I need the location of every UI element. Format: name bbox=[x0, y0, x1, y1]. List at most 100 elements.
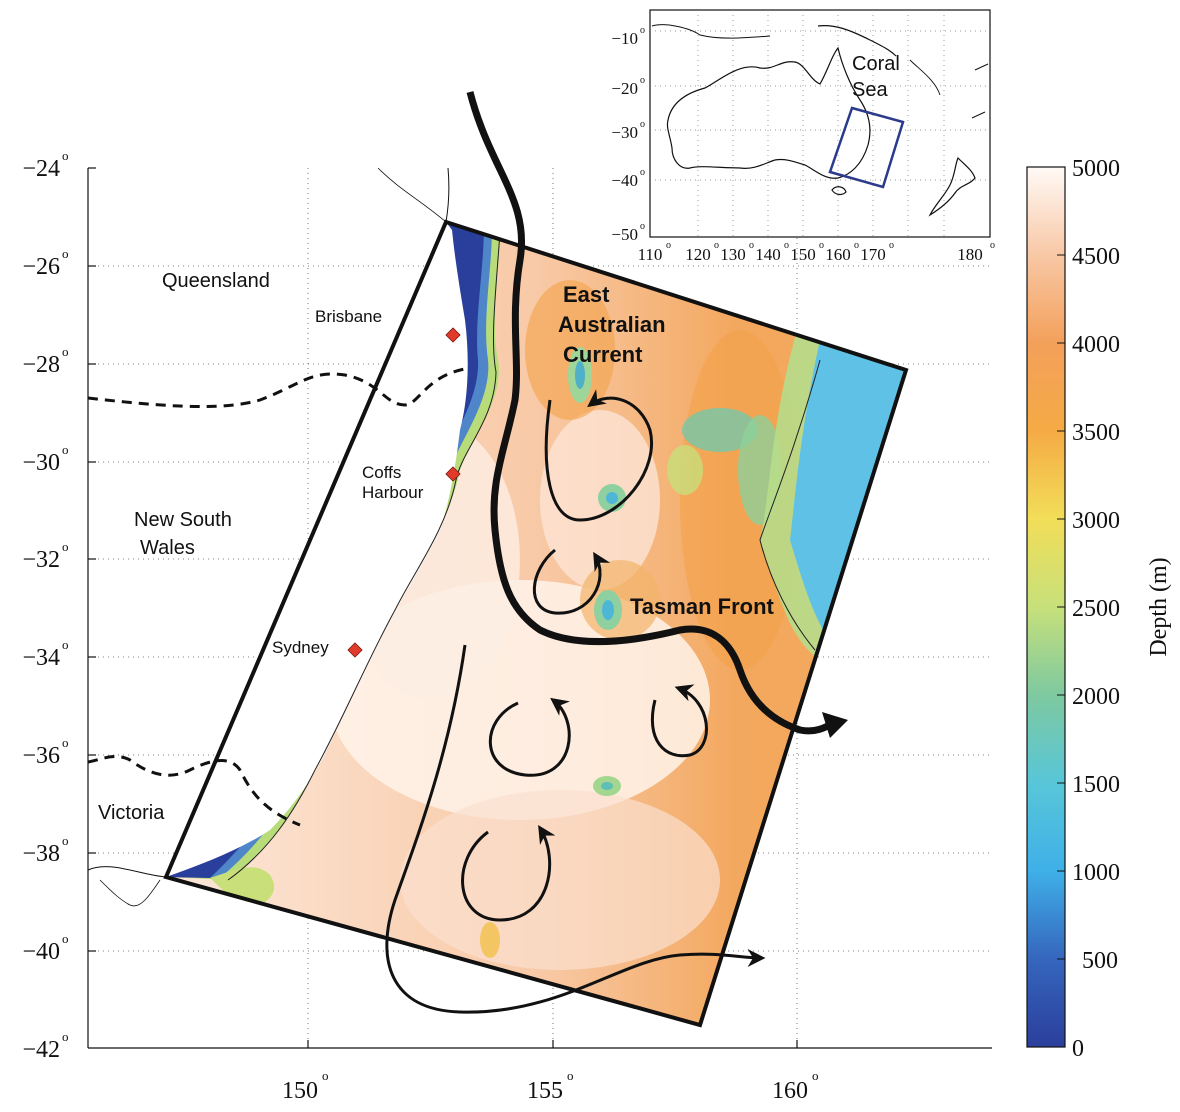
degree-mark: o bbox=[322, 1068, 329, 1083]
x-tick: 155 bbox=[527, 1078, 563, 1104]
degree-mark: o bbox=[62, 833, 69, 848]
degree-mark: o bbox=[62, 637, 69, 652]
y-tick: −42 bbox=[22, 1037, 60, 1063]
x-tick: 150 bbox=[282, 1078, 318, 1104]
inset-x-tick: 170 bbox=[860, 245, 886, 264]
colorbar-tick: 500 bbox=[1082, 948, 1118, 974]
inset-frame bbox=[649, 9, 991, 238]
label-sea: Sea bbox=[852, 79, 888, 101]
label-eac-2: Australian bbox=[558, 312, 666, 337]
label-eac-3: Current bbox=[563, 342, 643, 367]
tasmania-outline bbox=[831, 186, 847, 196]
inset-y-tick: −30 bbox=[611, 123, 638, 142]
inset-map: Coral Sea −10 −20 −30 −40 −50 o o o o o … bbox=[611, 9, 995, 264]
label-queensland: Queensland bbox=[162, 270, 270, 292]
degree-mark: o bbox=[889, 240, 894, 251]
label-eac-1: East bbox=[563, 282, 610, 307]
eac-arrowhead bbox=[822, 712, 848, 738]
degree-mark: o bbox=[567, 1068, 574, 1083]
colorbar-label: Depth (m) bbox=[1146, 557, 1172, 656]
inset-x-tick: 130 bbox=[720, 245, 746, 264]
colorbar-tick: 3000 bbox=[1072, 508, 1120, 534]
degree-mark: o bbox=[62, 539, 69, 554]
colorbar-tick: 1500 bbox=[1072, 772, 1120, 798]
colorbar-tick: 4500 bbox=[1072, 244, 1120, 270]
y-tick: −28 bbox=[22, 352, 60, 378]
bathymetry-field bbox=[166, 222, 906, 1025]
degree-mark: o bbox=[640, 167, 645, 178]
degree-mark: o bbox=[749, 240, 754, 251]
inset-x-tick: 140 bbox=[755, 245, 781, 264]
colorbar-ticks: 5000 4500 4000 3500 3000 2500 2000 1500 … bbox=[1072, 156, 1120, 1062]
y-axis-degree-marks: o o o o o o o o o o bbox=[62, 148, 69, 1044]
label-harbour: Harbour bbox=[362, 483, 424, 502]
y-tick: −34 bbox=[22, 645, 60, 671]
inset-x-degree: o o o o o o o o bbox=[666, 240, 995, 251]
label-nsw-1: New South bbox=[134, 509, 232, 531]
inset-y-tick: −50 bbox=[611, 225, 638, 244]
main-map: −24 −26 −28 −30 −32 −34 −36 −38 −40 −42 … bbox=[22, 91, 992, 1104]
inset-y-degree: o o o o o bbox=[640, 25, 645, 232]
colorbar-tick: 0 bbox=[1072, 1036, 1084, 1062]
colorbar-tick: 2500 bbox=[1072, 596, 1120, 622]
qld-nsw-border bbox=[87, 366, 471, 408]
degree-mark: o bbox=[990, 240, 995, 251]
australia-outline bbox=[666, 46, 871, 179]
degree-mark: o bbox=[62, 931, 69, 946]
brisbane-marker bbox=[445, 327, 461, 343]
nsw-vic-border bbox=[87, 755, 301, 827]
colorbar-tick: 3500 bbox=[1072, 420, 1120, 446]
label-coffs: Coffs bbox=[362, 463, 401, 482]
degree-mark: o bbox=[819, 240, 824, 251]
colorbar-tick: 4000 bbox=[1072, 332, 1120, 358]
degree-mark: o bbox=[62, 442, 69, 457]
y-tick: −26 bbox=[22, 254, 60, 280]
degree-mark: o bbox=[812, 1068, 819, 1083]
y-tick: −30 bbox=[22, 450, 60, 476]
model-domain-outline bbox=[163, 219, 909, 1028]
new-zealand-outline bbox=[928, 156, 976, 217]
colorbar-tick: 2000 bbox=[1072, 684, 1120, 710]
y-tick: −38 bbox=[22, 841, 60, 867]
y-tick: −40 bbox=[22, 939, 60, 965]
inset-y-tick: −10 bbox=[611, 29, 638, 48]
coffs-marker bbox=[445, 466, 461, 482]
label-brisbane: Brisbane bbox=[315, 307, 382, 326]
eac-path bbox=[466, 91, 837, 735]
eddy-circulation bbox=[385, 389, 766, 1014]
inset-x-tick: 180 bbox=[957, 245, 983, 264]
colorbar-tick: 1000 bbox=[1072, 860, 1120, 886]
degree-mark: o bbox=[854, 240, 859, 251]
place-labels: Queensland Brisbane Coffs Harbour New So… bbox=[98, 270, 424, 824]
colorbar: 5000 4500 4000 3500 3000 2500 2000 1500 … bbox=[1026, 156, 1172, 1062]
degree-mark: o bbox=[62, 344, 69, 359]
y-tick: −36 bbox=[22, 743, 60, 769]
inset-y-tick: −40 bbox=[611, 171, 638, 190]
degree-mark: o bbox=[640, 221, 645, 232]
inset-domain-box bbox=[828, 106, 905, 189]
x-axis-ticks: 150 155 160 bbox=[282, 1078, 808, 1104]
degree-mark: o bbox=[666, 240, 671, 251]
degree-mark: o bbox=[62, 246, 69, 261]
y-tick: −32 bbox=[22, 547, 60, 573]
sydney-marker bbox=[347, 642, 363, 658]
x-tick: 160 bbox=[772, 1078, 808, 1104]
label-sydney: Sydney bbox=[272, 638, 329, 657]
inset-x-tick: 160 bbox=[825, 245, 851, 264]
inset-y-tick: −20 bbox=[611, 79, 638, 98]
degree-mark: o bbox=[714, 240, 719, 251]
label-victoria: Victoria bbox=[98, 802, 165, 824]
inset-x-tick: 120 bbox=[685, 245, 711, 264]
inset-y-ticks: −10 −20 −30 −40 −50 bbox=[611, 29, 638, 244]
colorbar-tick: 5000 bbox=[1072, 156, 1120, 182]
y-tick: −24 bbox=[22, 156, 60, 182]
inset-x-tick: 150 bbox=[790, 245, 816, 264]
y-axis-ticks: −24 −26 −28 −30 −32 −34 −36 −38 −40 −42 bbox=[22, 156, 60, 1063]
degree-mark: o bbox=[640, 119, 645, 130]
degree-mark: o bbox=[62, 735, 69, 750]
label-nsw-2: Wales bbox=[140, 537, 195, 559]
x-axis-degree-marks: o o o bbox=[322, 1068, 819, 1083]
current-labels: East Australian Current Tasman Front bbox=[558, 282, 775, 619]
degree-mark: o bbox=[62, 1029, 69, 1044]
